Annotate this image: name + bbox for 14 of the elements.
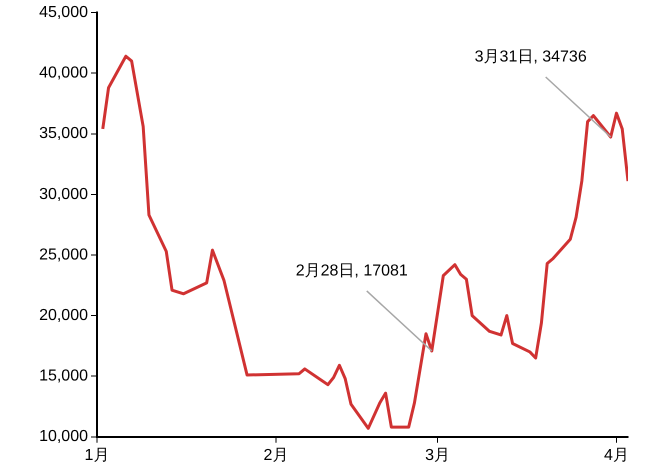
y-tick-label: 30,000	[39, 186, 88, 203]
y-tick-label: 40,000	[39, 64, 88, 82]
x-tick-label: 1月	[84, 446, 110, 464]
y-tick-label: 25,000	[39, 246, 88, 264]
x-tick-label: 2月	[263, 446, 288, 464]
y-tick-label: 45,000	[39, 4, 88, 22]
annotation: 2月28日, 17081	[296, 262, 408, 280]
y-tick-label: 20,000	[39, 307, 88, 324]
y-tick-label: 10,000	[39, 428, 88, 446]
y-tick-label: 35,000	[39, 125, 88, 142]
x-tick-label: 4月	[604, 446, 629, 464]
x-tick-label: 3月	[425, 446, 450, 464]
y-tick-label: 15,000	[39, 368, 88, 385]
annotation: 3月31日, 34736	[474, 48, 587, 66]
